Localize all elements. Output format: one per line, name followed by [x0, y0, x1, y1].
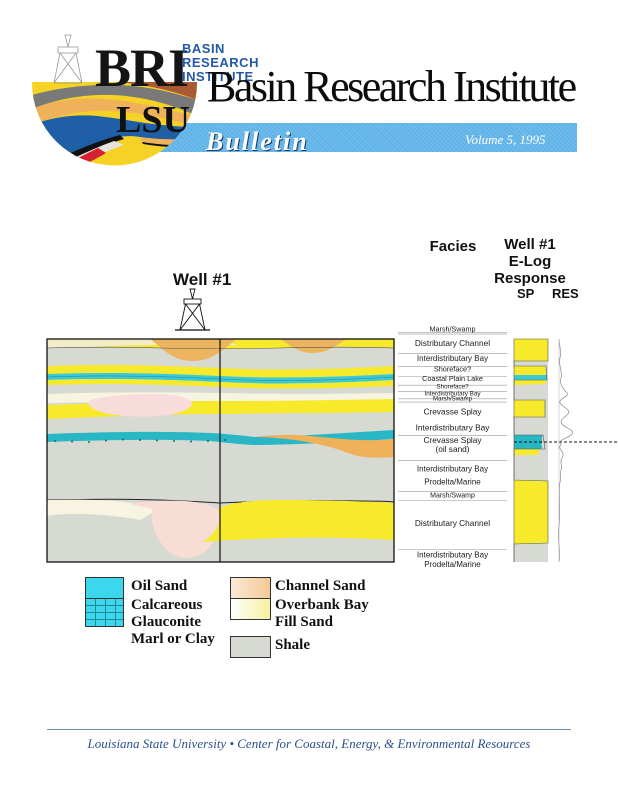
svg-text:Marsh/Swamp: Marsh/Swamp — [430, 493, 475, 500]
svg-text:(oil sand): (oil sand) — [435, 444, 469, 454]
svg-text:Interdistributary Bay: Interdistributary Bay — [417, 465, 488, 474]
svg-text:Shoreface?: Shoreface? — [436, 383, 469, 390]
svg-text:Distributary Channel: Distributary Channel — [415, 518, 490, 528]
svg-text:Distributary Channel: Distributary Channel — [415, 338, 490, 348]
svg-text:Coastal Plain Lake: Coastal Plain Lake — [422, 374, 483, 383]
svg-text:Marsh/Swamp: Marsh/Swamp — [433, 395, 473, 402]
svg-text:Interdistributary Bay: Interdistributary Bay — [416, 423, 491, 433]
svg-text:Marsh/Swamp: Marsh/Swamp — [430, 325, 476, 334]
svg-text:Interdistributary Bay: Interdistributary Bay — [417, 551, 488, 560]
svg-text:Interdistributary Bay: Interdistributary Bay — [417, 354, 488, 363]
svg-text:Crevasse Splay: Crevasse Splay — [423, 407, 482, 417]
svg-text:Prodelta/Marine: Prodelta/Marine — [424, 478, 481, 487]
svg-text:Prodelta/Marine: Prodelta/Marine — [424, 560, 481, 569]
svg-text:Shoreface?: Shoreface? — [434, 364, 471, 373]
